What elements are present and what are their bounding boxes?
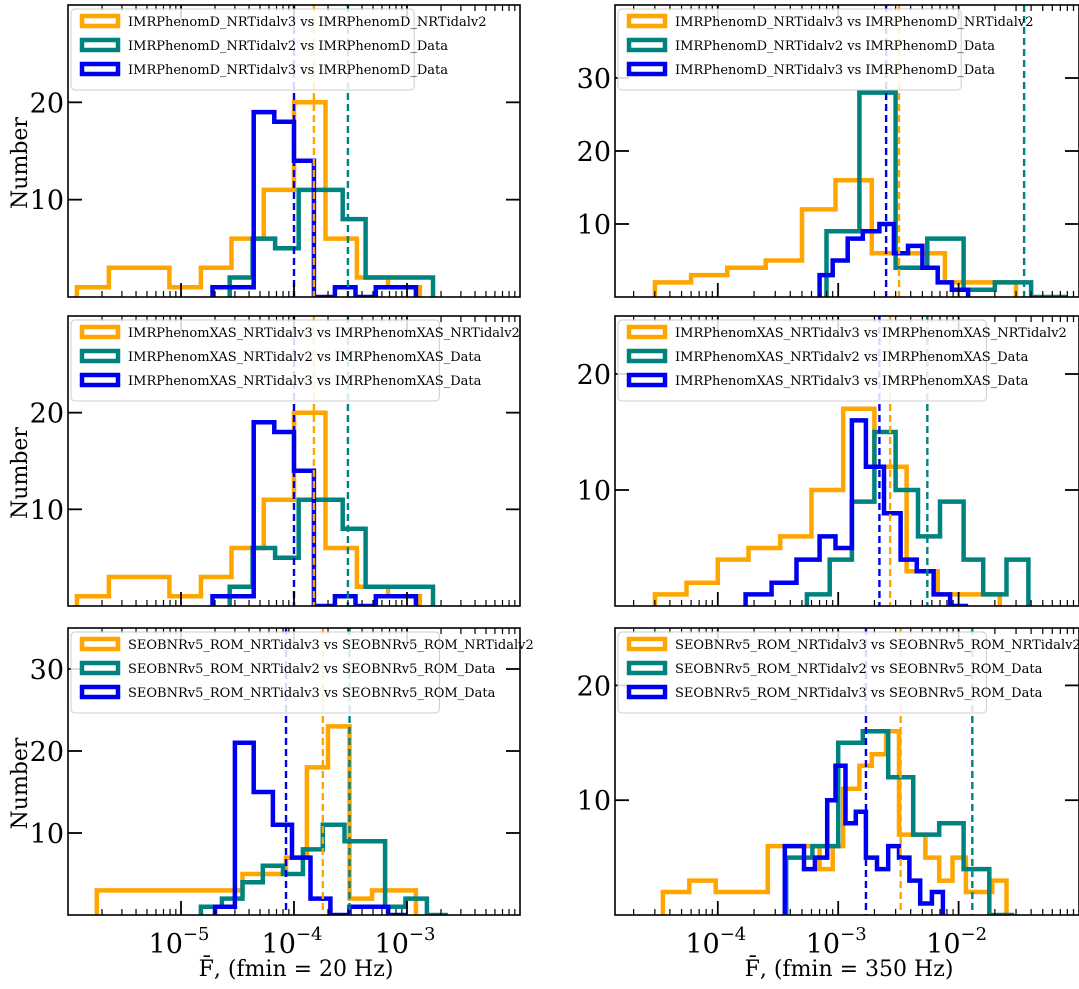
legend-entry-label: SEOBNRv5_ROM_NRTidalv3 vs SEOBNRv5_ROM_D… [675,686,1043,701]
legend: SEOBNRv5_ROM_NRTidalv3 vs SEOBNRv5_ROM_N… [70,631,534,714]
legend: IMRPhenomXAS_NRTidalv3 vs IMRPhenomXAS_N… [617,319,1067,402]
legend-swatch-teal [626,348,668,364]
x-tick-label: 10−3 [806,924,867,960]
y-tick-label: 30 [577,64,611,95]
histogram-series-teal [227,187,436,297]
y-tick-label: 20 [577,360,611,391]
legend-entry-label: IMRPhenomXAS_NRTidalv3 vs IMRPhenomXAS_D… [675,374,1029,389]
y-tick-label: 10 [30,186,64,217]
legend: IMRPhenomD_NRTidalv3 vs IMRPhenomD_NRTid… [70,8,487,91]
panel-p2: 10 20 30 IMRPhenomD_NRTidalv3 vs IMRPhenomD… [577,4,1079,298]
legend-entry-label: IMRPhenomXAS_NRTidalv2 vs IMRPhenomXAS_D… [675,350,1029,365]
histogram-series-orange [652,406,1003,606]
legend-frame [617,319,987,402]
legend-frame [70,631,440,714]
legend-swatch-teal [79,348,121,364]
x-tick-label: 10−4 [685,924,746,960]
y-tick-label: 20 [30,737,64,768]
legend-entry-label: IMRPhenomD_NRTidalv3 vs IMRPhenomD_NRTid… [675,15,1034,30]
y-tick-label: 20 [577,671,611,702]
legend: SEOBNRv5_ROM_NRTidalv3 vs SEOBNRv5_ROM_N… [617,631,1079,714]
y-axis-label: Number [8,117,33,209]
legend-entry-label: IMRPhenomXAS_NRTidalv3 vs IMRPhenomXAS_D… [128,374,482,389]
y-axis-label: Number [8,427,33,519]
legend-frame [70,319,440,402]
axes-frame [614,315,1079,607]
legend-swatch-teal [79,37,121,53]
plot-area [652,316,1031,606]
y-tick-label: 10 [30,819,64,850]
legend-entry-label: SEOBNRv5_ROM_NRTidalv3 vs SEOBNRv5_ROM_N… [128,638,534,653]
legend-swatch-teal [626,37,668,53]
histogram-series-blue [782,763,946,915]
legend-entry-label: IMRPhenomD_NRTidalv3 vs IMRPhenomD_Data [675,63,995,78]
histogram-series-teal [783,729,1015,915]
legend-swatch-blue [626,61,668,77]
legend-entry-label: IMRPhenomD_NRTidalv3 vs IMRPhenomD_Data [128,63,448,78]
y-tick-label: 20 [30,399,64,430]
legend-swatch-orange [79,324,121,340]
y-tick-label: 20 [30,88,64,119]
y-axis-label: Number [8,737,33,829]
legend-swatch-blue [626,372,668,388]
legend-entry-label: SEOBNRv5_ROM_NRTidalv3 vs SEOBNRv5_ROM_N… [675,638,1079,653]
legend-swatch-orange [626,636,668,652]
legend-frame [70,8,415,91]
y-tick-label: 10 [577,210,611,241]
legend-swatch-blue [79,372,121,388]
histogram-series-orange [94,724,419,915]
x-axis-label: F̄, (fmin = 20 Hz) [199,955,394,982]
legend-entry-label: IMRPhenomD_NRTidalv2 vs IMRPhenomD_Data [128,39,448,54]
legend-frame [617,8,962,91]
x-tick-label: 10−2 [926,924,987,960]
x-tick-label: 10−5 [149,924,210,960]
histogram-series-blue [817,221,971,297]
legend-swatch-blue [79,684,121,700]
histogram-series-teal [824,90,1068,297]
y-tick-label: 30 [30,655,64,686]
legend-swatch-orange [626,324,668,340]
legend-entry-label: IMRPhenomD_NRTidalv3 vs IMRPhenomD_NRTid… [128,15,487,30]
histogram-series-orange [652,177,1019,297]
legend-entry-label: IMRPhenomXAS_NRTidalv2 vs IMRPhenomXAS_D… [128,350,482,365]
x-tick-label: 10−3 [375,924,436,960]
axes-frame [614,627,1079,916]
legend-swatch-orange [626,13,668,29]
legend-frame [617,631,987,714]
y-tick-label: 10 [30,495,64,526]
panel-p4: 10 20 IMRPhenomXAS_NRTidalv3 vs IMRPhenomX… [577,315,1079,607]
legend-swatch-orange [79,636,121,652]
legend-swatch-teal [626,660,668,676]
histogram-series-teal [227,497,436,606]
legend-entry-label: SEOBNRv5_ROM_NRTidalv3 vs SEOBNRv5_ROM_D… [128,686,496,701]
panel-p6: 10−4 10−3 10−2 10 20 F̄, (fmin = 350 Hz) SEOBN… [577,627,1079,982]
legend-swatch-orange [79,13,121,29]
legend: IMRPhenomXAS_NRTidalv3 vs IMRPhenomXAS_N… [70,319,520,402]
legend-swatch-blue [626,684,668,700]
legend-entry-label: IMRPhenomD_NRTidalv2 vs IMRPhenomD_Data [675,39,995,54]
histogram-series-teal [198,822,448,915]
legend-entry-label: SEOBNRv5_ROM_NRTidalv2 vs SEOBNRv5_ROM_D… [128,662,496,677]
legend-entry-label: IMRPhenomXAS_NRTidalv3 vs IMRPhenomXAS_N… [675,326,1067,341]
legend-entry-label: IMRPhenomXAS_NRTidalv3 vs IMRPhenomXAS_N… [128,326,520,341]
legend-swatch-blue [79,61,121,77]
histogram-series-blue [212,740,407,915]
panel-p5: 10−5 10−4 10−3 10 20 30 Number F̄, (fmin = 20 H… [8,627,534,982]
y-tick-label: 20 [577,137,611,168]
x-axis-label: F̄, (fmin = 350 Hz) [745,955,954,982]
legend: IMRPhenomD_NRTidalv3 vs IMRPhenomD_NRTid… [617,8,1034,91]
histogram-series-blue [743,418,969,606]
legend-swatch-teal [79,660,121,676]
histogram-series-orange [74,100,423,297]
histogram-series-orange [74,410,423,606]
x-tick-label: 10−4 [262,924,323,960]
y-tick-label: 10 [577,476,611,507]
y-tick-label: 10 [577,786,611,817]
histogram-series-teal [804,429,1031,606]
legend-entry-label: SEOBNRv5_ROM_NRTidalv2 vs SEOBNRv5_ROM_D… [675,662,1043,677]
